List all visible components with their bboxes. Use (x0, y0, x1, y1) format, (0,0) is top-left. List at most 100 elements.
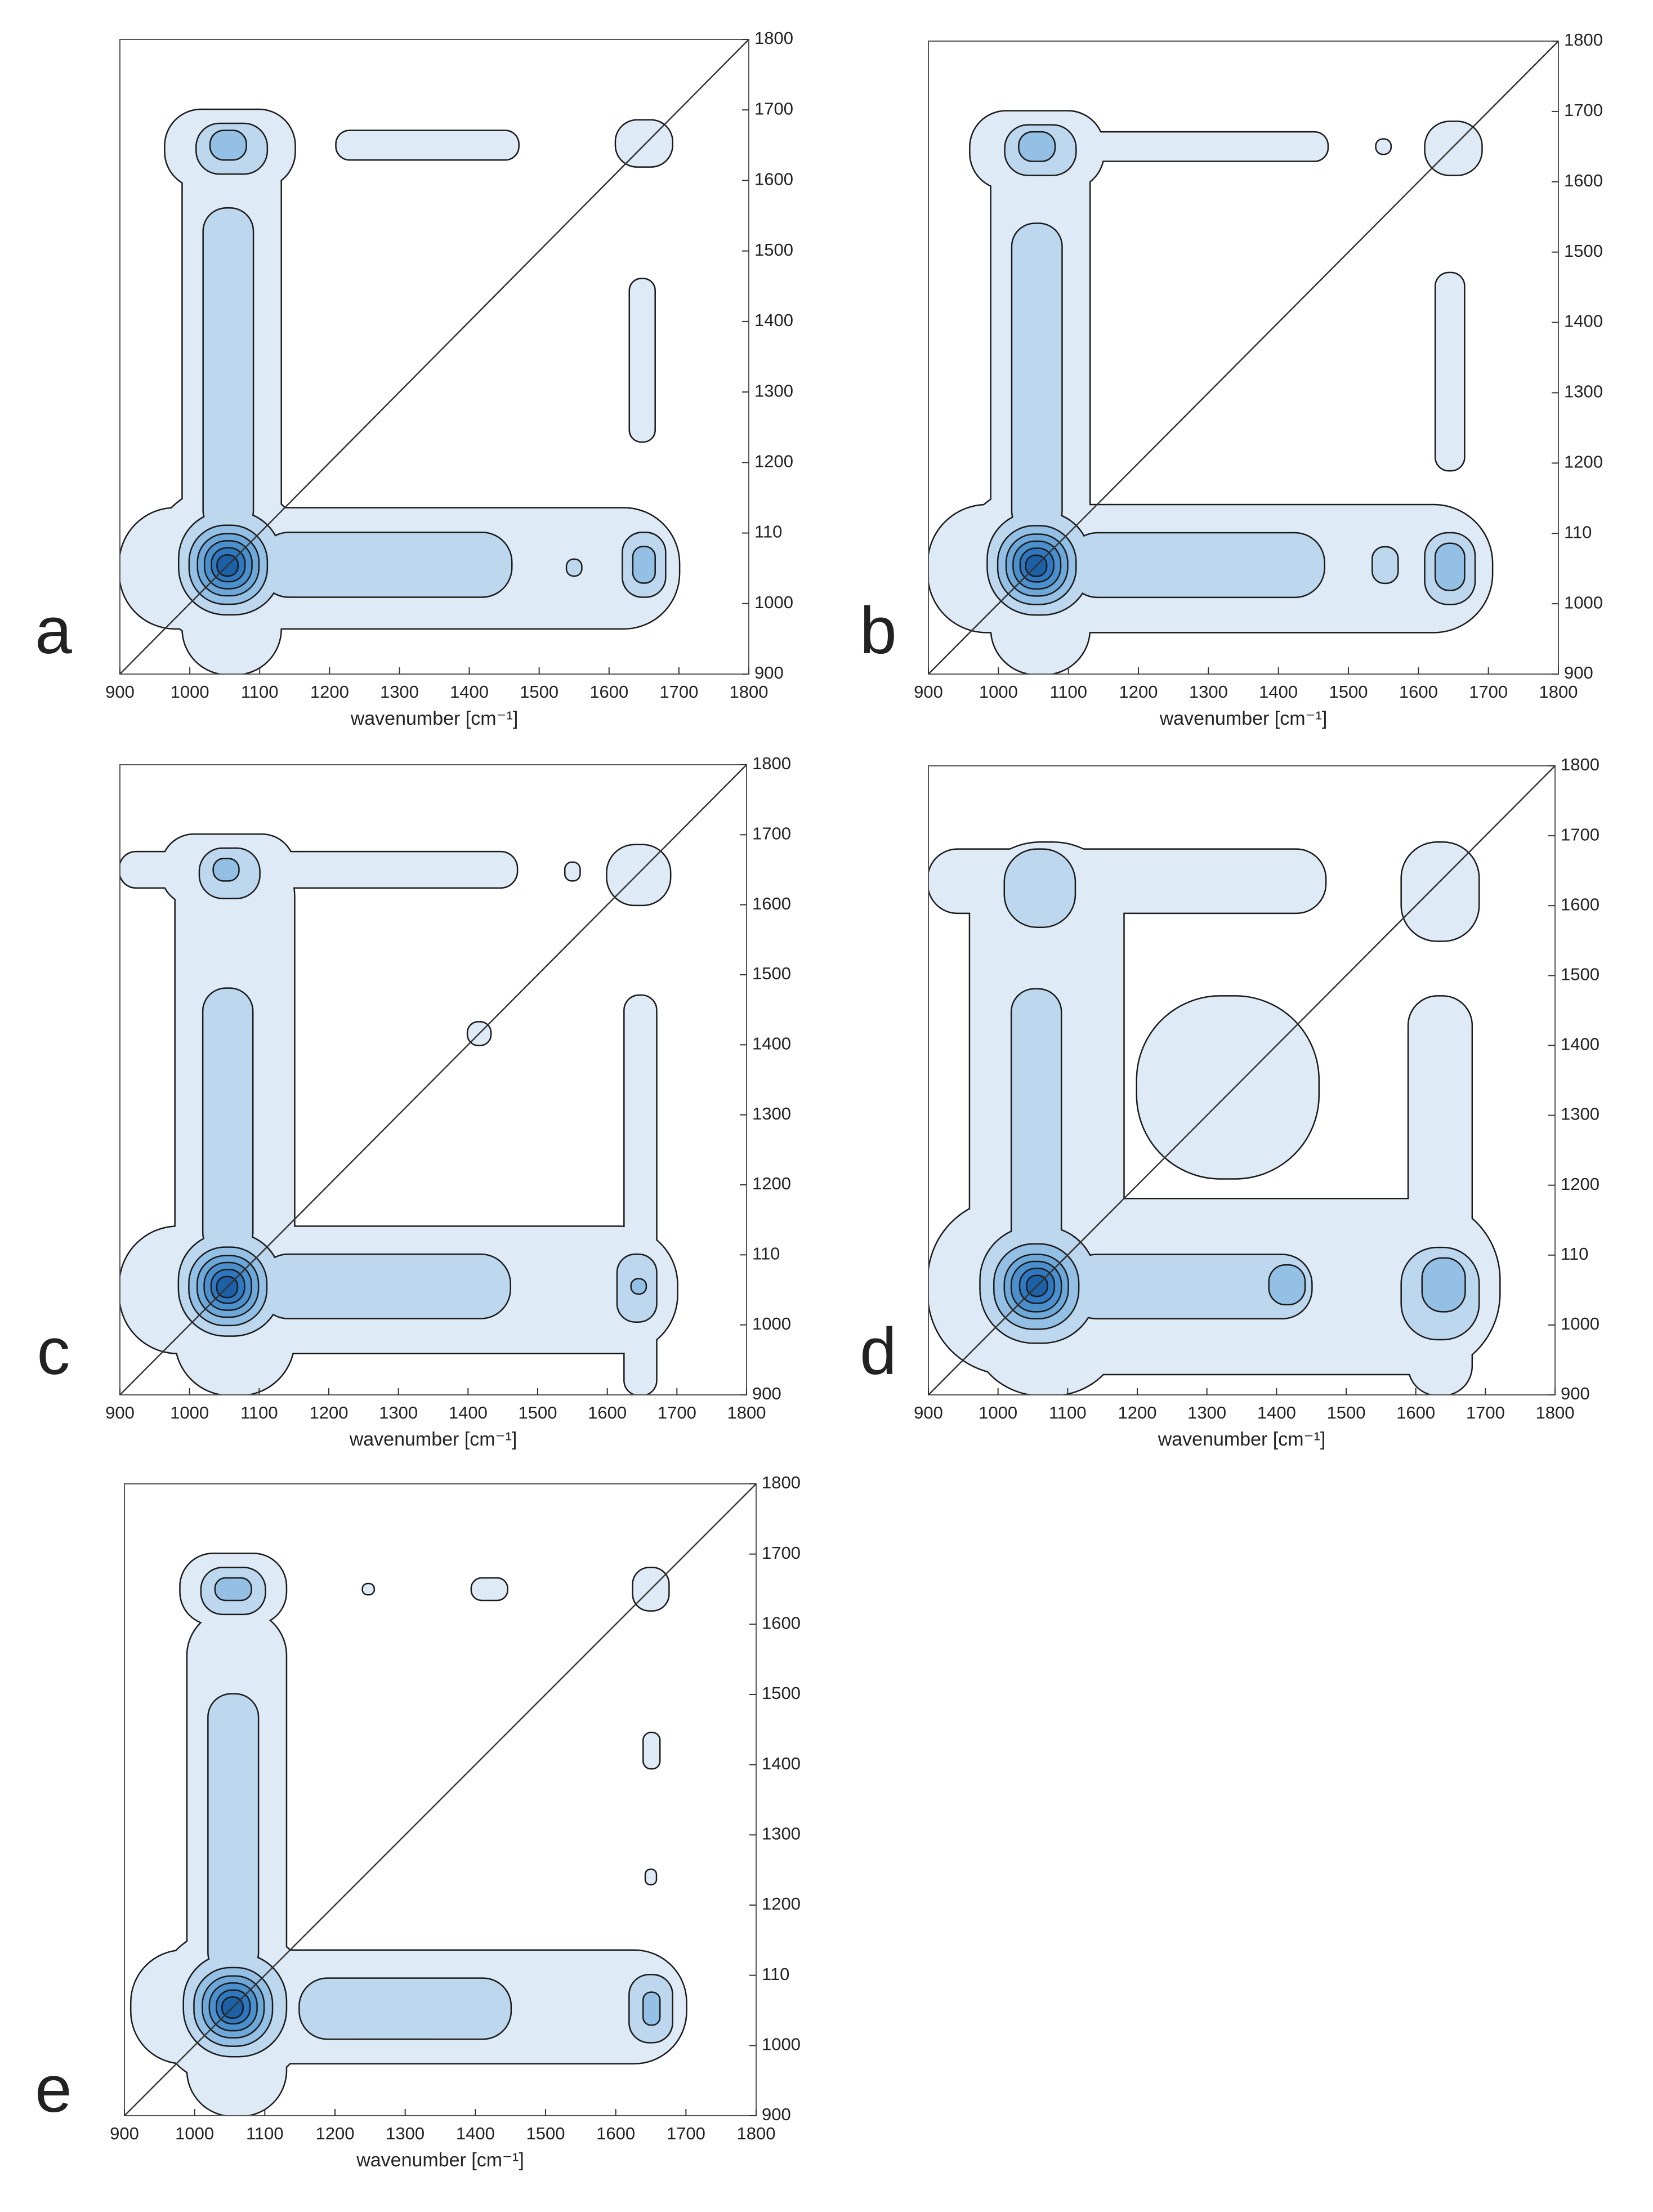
y-tick-label: 900 (1561, 1384, 1590, 1403)
x-tick-label: 1400 (450, 682, 489, 702)
contour-region (216, 1578, 251, 1600)
y-tick-label: 1300 (762, 1824, 801, 1844)
x-tick-label: 1800 (1536, 1403, 1575, 1422)
y-tick-label: 1000 (762, 2035, 801, 2054)
y-tick-label: 1000 (1564, 592, 1603, 612)
x-tick-label: 1600 (588, 1403, 627, 1422)
plot-frame (928, 765, 1556, 1395)
y-tick-label: 1500 (1564, 241, 1603, 261)
x-tick-label: 1500 (519, 1403, 557, 1422)
contour-region (211, 131, 246, 159)
x-axis-label: wavenumber [cm⁻¹] (349, 1429, 517, 1450)
y-tick-label: 1400 (752, 1034, 791, 1054)
x-tick-label: 1500 (1329, 682, 1368, 702)
x-tick-label: 900 (914, 1403, 943, 1422)
contour-region (472, 1578, 507, 1600)
y-tick-label: 1700 (1561, 824, 1600, 844)
plot-area (928, 841, 1501, 1395)
plot-frame (124, 1483, 757, 2116)
y-tick-label: 1500 (754, 240, 793, 260)
x-tick-label: 1300 (1187, 1403, 1226, 1422)
y-tick-label: 1700 (1564, 100, 1603, 120)
contour-region (567, 560, 582, 576)
contour-region (1068, 132, 1328, 161)
y-tick-label: 1800 (1561, 755, 1600, 774)
y-tick-label: 1200 (1561, 1174, 1600, 1194)
x-tick-label: 1400 (456, 2124, 495, 2143)
x-tick-label: 1100 (246, 2124, 284, 2143)
contour-region (1423, 1258, 1465, 1312)
y-tick-label: 1700 (762, 1543, 801, 1563)
x-tick-label: 1200 (1118, 1403, 1157, 1422)
y-tick-label: 1600 (752, 894, 791, 913)
contour-region (1376, 139, 1391, 154)
contour-region (565, 863, 580, 881)
contour-region (1401, 842, 1478, 941)
plot-frame (119, 39, 749, 675)
x-tick-label: 1500 (526, 2124, 565, 2143)
plot-frame (928, 41, 1559, 675)
y-tick-label: 1500 (1561, 965, 1600, 984)
y-tick-label: 110 (762, 1964, 789, 1984)
contour-region (1012, 989, 1061, 1255)
y-tick-label: 900 (1564, 663, 1593, 683)
x-axis-label: wavenumber [cm⁻¹] (356, 2149, 524, 2171)
x-tick-label: 1000 (979, 1403, 1017, 1422)
contour-region (616, 121, 672, 167)
contour-region (300, 1978, 511, 2039)
y-tick-label: 1600 (1561, 894, 1600, 914)
contour-region (1373, 547, 1398, 583)
contour-region (1137, 996, 1319, 1179)
y-tick-label: 1400 (754, 310, 793, 330)
contour-region (1019, 132, 1055, 161)
x-tick-label: 1600 (596, 2124, 635, 2143)
x-tick-label: 1100 (1049, 1403, 1087, 1422)
y-tick-label: 1800 (1564, 30, 1603, 50)
contour-region (213, 859, 239, 881)
x-tick-label: 1300 (386, 2124, 425, 2143)
diagonal (124, 1483, 757, 2116)
y-tick-label: 1200 (1564, 452, 1603, 472)
x-tick-label: 1500 (1327, 1403, 1366, 1422)
y-tick-label: 1800 (762, 1473, 801, 1492)
contour-region (644, 1733, 659, 1768)
x-tick-label: 1300 (380, 682, 419, 702)
panel-label: b (860, 594, 897, 668)
x-tick-label: 1200 (316, 2124, 355, 2143)
x-tick-label: 900 (110, 2124, 139, 2143)
contour-region (259, 1255, 510, 1318)
contour-region (1012, 224, 1062, 534)
contour-region (260, 533, 512, 597)
x-tick-label: 1400 (1259, 682, 1298, 702)
x-tick-label: 1500 (520, 682, 559, 702)
x-tick-label: 1100 (240, 1403, 278, 1422)
contour-region (630, 279, 655, 441)
contour-panel: 900 1000 1100 1200 1300 1400 1500 1600 1700 18009… (37, 753, 791, 1450)
x-tick-label: 1100 (241, 682, 279, 702)
y-tick-label: 1400 (762, 1754, 801, 1773)
plot-frame (119, 764, 747, 1395)
x-tick-label: 1400 (449, 1403, 488, 1422)
contour-region (1436, 273, 1464, 470)
y-tick-label: 1300 (1561, 1104, 1600, 1124)
contour-region (624, 996, 656, 1395)
x-tick-label: 1700 (658, 1403, 696, 1422)
diagonal (119, 39, 749, 675)
y-tick-label: 1800 (752, 753, 791, 773)
contour-region (644, 1992, 659, 2024)
y-tick-label: 900 (752, 1384, 781, 1403)
contour-region (1067, 1255, 1312, 1318)
plot-area (129, 1553, 687, 2116)
y-tick-label: 1600 (754, 170, 793, 189)
panel-label: e (35, 2052, 72, 2126)
contour-region (1269, 1265, 1304, 1304)
x-tick-label: 900 (105, 1403, 135, 1422)
x-tick-label: 1000 (979, 682, 1018, 702)
y-tick-label: 1500 (762, 1683, 801, 1703)
y-tick-label: 1700 (754, 99, 793, 118)
y-tick-label: 1300 (754, 381, 793, 400)
y-tick-label: 900 (762, 2104, 791, 2124)
x-tick-label: 1300 (1189, 682, 1228, 702)
y-tick-label: 1200 (762, 1894, 801, 1914)
